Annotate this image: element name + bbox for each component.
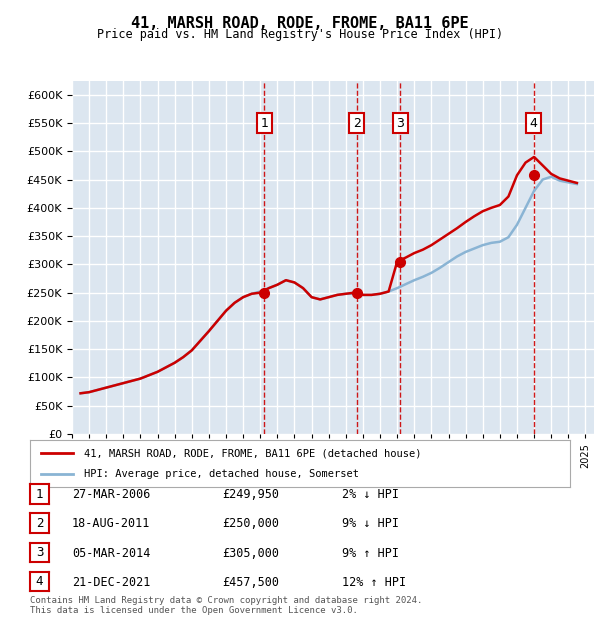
Text: 1: 1 — [260, 117, 268, 130]
Text: 18-AUG-2011: 18-AUG-2011 — [72, 518, 151, 530]
Text: 9% ↑ HPI: 9% ↑ HPI — [342, 547, 399, 559]
Text: 1: 1 — [36, 488, 43, 500]
Text: 2% ↓ HPI: 2% ↓ HPI — [342, 489, 399, 501]
Text: HPI: Average price, detached house, Somerset: HPI: Average price, detached house, Some… — [84, 469, 359, 479]
Text: 12% ↑ HPI: 12% ↑ HPI — [342, 576, 406, 588]
Text: 2: 2 — [353, 117, 361, 130]
Text: 41, MARSH ROAD, RODE, FROME, BA11 6PE: 41, MARSH ROAD, RODE, FROME, BA11 6PE — [131, 16, 469, 30]
Text: 41, MARSH ROAD, RODE, FROME, BA11 6PE (detached house): 41, MARSH ROAD, RODE, FROME, BA11 6PE (d… — [84, 448, 421, 458]
Text: 2: 2 — [36, 517, 43, 529]
Text: £250,000: £250,000 — [222, 518, 279, 530]
Text: 3: 3 — [397, 117, 404, 130]
Text: Price paid vs. HM Land Registry's House Price Index (HPI): Price paid vs. HM Land Registry's House … — [97, 28, 503, 41]
Text: £305,000: £305,000 — [222, 547, 279, 559]
Text: 9% ↓ HPI: 9% ↓ HPI — [342, 518, 399, 530]
Text: 05-MAR-2014: 05-MAR-2014 — [72, 547, 151, 559]
Text: £457,500: £457,500 — [222, 576, 279, 588]
Text: Contains HM Land Registry data © Crown copyright and database right 2024.
This d: Contains HM Land Registry data © Crown c… — [30, 596, 422, 615]
Text: 21-DEC-2021: 21-DEC-2021 — [72, 576, 151, 588]
Text: 4: 4 — [530, 117, 538, 130]
Text: 4: 4 — [36, 575, 43, 588]
Text: 27-MAR-2006: 27-MAR-2006 — [72, 489, 151, 501]
Text: 3: 3 — [36, 546, 43, 559]
Text: £249,950: £249,950 — [222, 489, 279, 501]
